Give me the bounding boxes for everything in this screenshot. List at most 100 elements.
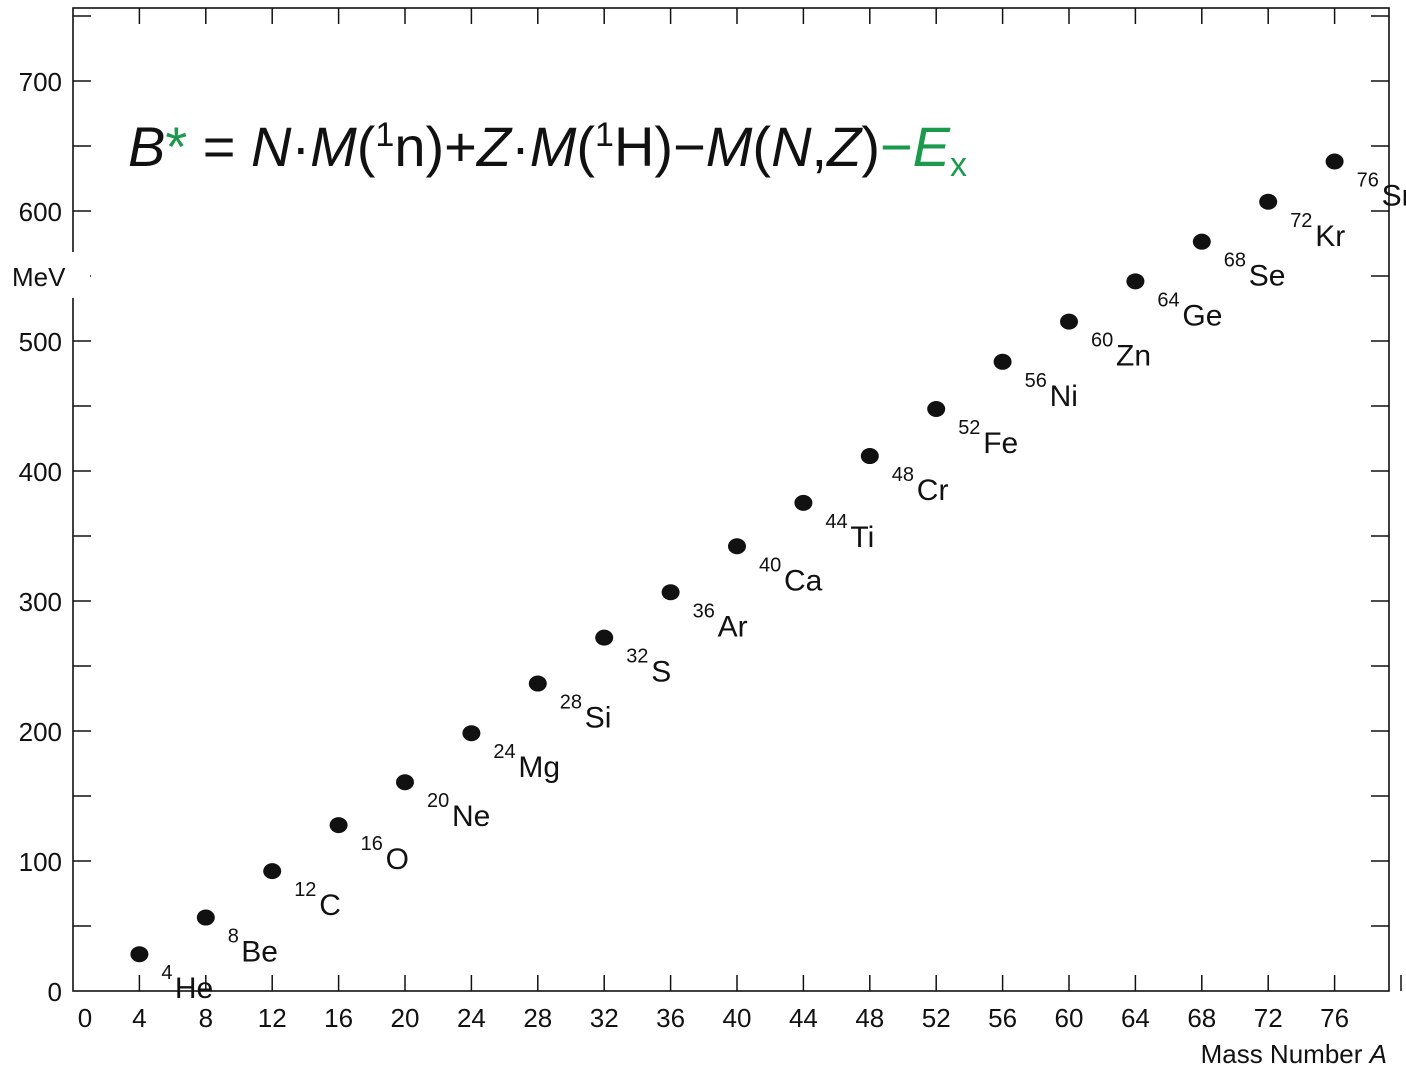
x-tick-label: 52 [922, 1003, 951, 1033]
formula-sup: 1 [375, 116, 394, 154]
x-tick-label: 28 [523, 1003, 552, 1033]
data-point [130, 946, 149, 963]
data-point [263, 863, 282, 880]
y-tick-label: 0 [48, 977, 62, 1007]
formula-n: n [394, 115, 425, 178]
y-tick-label: 700 [19, 67, 62, 97]
formula-paren: ( [576, 115, 595, 178]
formula-equals: = [187, 115, 251, 178]
isotope-symbol: Zn [1116, 340, 1151, 373]
isotope-mass-number: 64 [1157, 289, 1179, 311]
formula-sup: 1 [595, 116, 614, 154]
data-point [528, 675, 547, 692]
formula-paren: ( [752, 115, 771, 178]
formula-N: N [251, 115, 292, 178]
y-tick-label: 600 [19, 197, 62, 227]
isotope-symbol: O [386, 843, 409, 876]
data-point [595, 629, 614, 646]
x-tick-label: 44 [789, 1003, 818, 1033]
isotope-symbol: Mg [518, 751, 560, 784]
x-tick-label: 40 [723, 1003, 752, 1033]
formula-sub-x: x [950, 146, 967, 184]
y-tick-label: 300 [19, 587, 62, 617]
formula-M: M [706, 115, 753, 178]
formula-Z: Z [475, 115, 513, 178]
isotope-symbol: Cr [917, 474, 949, 507]
data-point [329, 817, 348, 834]
isotope-mass-number: 28 [560, 692, 582, 714]
x-tick-label: 72 [1254, 1003, 1283, 1033]
y-tick-label: 100 [19, 847, 62, 877]
isotope-symbol: S [651, 656, 671, 689]
isotope-symbol: Ne [452, 800, 490, 833]
isotope-symbol: Ca [784, 564, 823, 597]
isotope-symbol: Ge [1182, 299, 1222, 332]
x-tick-label: 32 [590, 1003, 619, 1033]
isotope-mass-number: 36 [693, 600, 715, 622]
isotope-symbol: Si [585, 702, 612, 735]
x-tick-label: 24 [457, 1003, 486, 1033]
formula-paren: ( [357, 115, 376, 178]
data-point [196, 909, 215, 926]
x-tick-label: 76 [1320, 1003, 1349, 1033]
formula-dot: · [291, 115, 310, 178]
data-point [794, 494, 813, 511]
data-point [1192, 233, 1211, 250]
isotope-mass-number: 68 [1224, 250, 1246, 272]
data-point [1259, 193, 1278, 210]
x-tick-label: 4 [132, 1003, 146, 1033]
formula-M: M [530, 115, 577, 178]
x-tick-label: 64 [1121, 1003, 1150, 1033]
data-point [462, 725, 481, 742]
isotope-mass-number: 60 [1091, 330, 1113, 352]
data-point [927, 400, 946, 417]
isotope-mass-number: 44 [825, 511, 847, 533]
isotope-symbol: Ni [1050, 380, 1078, 413]
x-tick-label: 36 [656, 1003, 685, 1033]
isotope-symbol: Ar [718, 610, 748, 643]
x-tick-label: 12 [258, 1003, 287, 1033]
isotope-labels: 4 He 8 Be 12 C 16 O 20 Ne 24 Mg 28 Si 32 S 36 Ar 40 Ca 44 Ti 4… [161, 169, 1406, 1005]
x-tick-label: 60 [1055, 1003, 1084, 1033]
isotope-mass-number: 16 [361, 833, 383, 855]
isotope-mass-number: 40 [759, 554, 781, 576]
formula-plus: + [444, 115, 477, 178]
formula-minus: − [673, 115, 706, 178]
formula-star: * [165, 115, 187, 178]
x-tick-label: 56 [988, 1003, 1017, 1033]
isotope-symbol: C [319, 889, 341, 922]
isotope-mass-number: 76 [1357, 169, 1379, 191]
x-axis-ticks: 0 4 8 12 16 20 24 28 32 36 40 44 48 52 56 60 64 68 72 76 [78, 8, 1402, 1033]
x-axis-label-text: Mass Number [1201, 1039, 1363, 1069]
formula-comma: , [812, 115, 828, 178]
formula-paren: ) [425, 115, 444, 178]
formula-H: H [614, 115, 654, 178]
y-tick-label: 200 [19, 717, 62, 747]
formula-Z: Z [825, 115, 863, 178]
plot-frame [72, 7, 1390, 992]
formula-minus-green: − [880, 115, 913, 178]
formula-dot: · [511, 115, 530, 178]
ylabel-background [60, 252, 90, 298]
isotope-symbol: Sr [1382, 179, 1406, 212]
isotope-symbol: Fe [983, 427, 1018, 460]
formula-M: M [310, 115, 357, 178]
y-axis-label: MeV [12, 262, 66, 292]
x-tick-label: 48 [855, 1003, 884, 1033]
data-points [130, 153, 1344, 963]
isotope-symbol: Kr [1315, 220, 1345, 253]
isotope-symbol: He [175, 972, 213, 1005]
formula-paren: ) [654, 115, 673, 178]
data-point [661, 584, 680, 601]
data-point [1126, 273, 1145, 290]
isotope-mass-number: 4 [161, 962, 172, 984]
isotope-mass-number: 56 [1025, 370, 1047, 392]
data-point [728, 538, 746, 555]
x-axis-label-symbol: A [1368, 1039, 1387, 1069]
y-tick-label: 500 [19, 327, 62, 357]
isotope-mass-number: 24 [493, 741, 515, 763]
isotope-mass-number: 32 [626, 646, 648, 668]
y-tick-label: 400 [19, 457, 62, 487]
isotope-mass-number: 72 [1290, 210, 1312, 232]
